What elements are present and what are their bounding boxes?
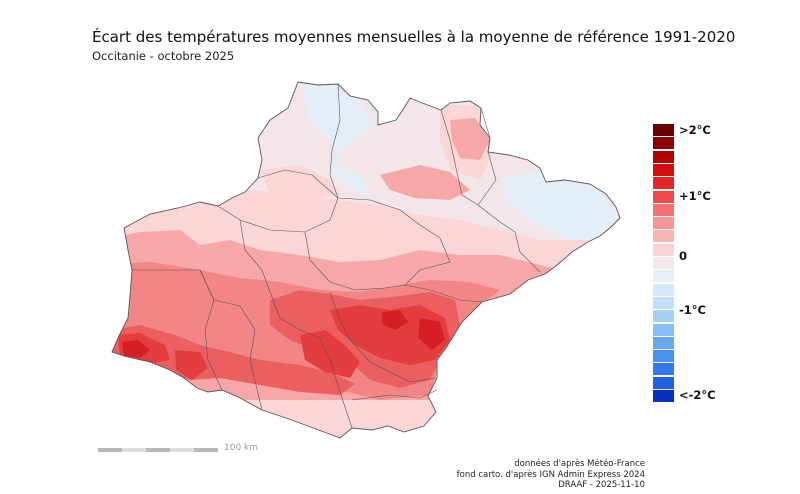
zone-light-blue-north [300, 84, 372, 196]
legend-bin [653, 243, 674, 256]
legend-label-max: >2°C [679, 123, 711, 137]
border-herault-south [404, 284, 483, 303]
legend-bin [653, 323, 674, 336]
credits: données d'après Météo-France fond carto.… [457, 459, 645, 491]
border-gard-herault [477, 204, 541, 273]
zone-light-blue-east [500, 170, 620, 246]
credit-source: données d'après Météo-France [514, 459, 645, 469]
legend-bin [653, 390, 674, 402]
map-title: Écart des températures moyennes mensuell… [92, 28, 736, 46]
legend-label-zero: 0 [679, 249, 688, 263]
legend-bin [653, 177, 674, 190]
region-outline [111, 81, 621, 439]
legend-label-minus1: -1°C [679, 303, 706, 317]
legend-bin [653, 150, 674, 163]
border-aveyron-lozere [440, 109, 463, 196]
legend-bin [653, 217, 674, 230]
map-subtitle: Occitanie - octobre 2025 [92, 49, 235, 63]
border-tarn-north [337, 197, 441, 239]
credit-producer: DRAAF - 2025-11-10 [558, 480, 645, 490]
zone-deep-red-basque [122, 340, 150, 358]
border-hg-tarn [304, 231, 406, 291]
border-gers-west [132, 269, 215, 301]
legend-bin [653, 376, 674, 389]
scale-segment [122, 448, 146, 452]
border-ariege-aude [329, 291, 437, 383]
zone-pale-pink-north [260, 165, 340, 200]
border-hg-ariege [269, 291, 353, 429]
zone-deep-red-aude-east [418, 318, 445, 350]
credit-basemap: fond carto. d'après IGN Admin Express 20… [456, 469, 645, 480]
scale-segment [170, 448, 194, 452]
legend-bin [653, 336, 674, 349]
border-tg [217, 197, 339, 233]
legend: >2°C +1°C 0 -1°C <-2°C [653, 123, 723, 404]
border-lozere-gard [461, 107, 497, 206]
scale-segment [194, 448, 218, 452]
legend-bin [653, 283, 674, 296]
legend-label-min: <-2°C [679, 388, 716, 402]
legend-bin [653, 350, 674, 363]
legend-bin [653, 230, 674, 243]
legend-bin [653, 363, 674, 376]
zone-strong-red-ariege [300, 330, 360, 378]
border-lot-south [257, 169, 339, 199]
legend-bin [653, 257, 674, 269]
zone-light-red-lozere [450, 118, 490, 160]
legend-bin [653, 270, 674, 283]
border-tarn-herault [404, 237, 451, 286]
border-lot-aveyron [329, 83, 341, 199]
department-borders [132, 83, 541, 429]
legend-bin [653, 203, 674, 216]
scale-segment [146, 448, 170, 452]
zone-light-red-aveyron [380, 165, 470, 200]
legend-bin [653, 310, 674, 323]
anomaly-field [112, 82, 620, 438]
legend-bin [653, 296, 674, 309]
scale-segment [98, 448, 122, 452]
zone-red-southwest [112, 325, 355, 395]
legend-bin [653, 163, 674, 176]
zone-strong-red-pyrenees [175, 350, 208, 380]
border-hp-hg [213, 299, 263, 411]
legend-label-plus1: +1°C [679, 189, 711, 203]
border-gers-hg [239, 219, 271, 293]
legend-bin [653, 137, 674, 150]
zone-deep-red-aude-west [382, 310, 408, 330]
legend-bin [653, 190, 674, 203]
legend-bin [653, 124, 674, 136]
scale-label: 100 km [224, 443, 259, 453]
